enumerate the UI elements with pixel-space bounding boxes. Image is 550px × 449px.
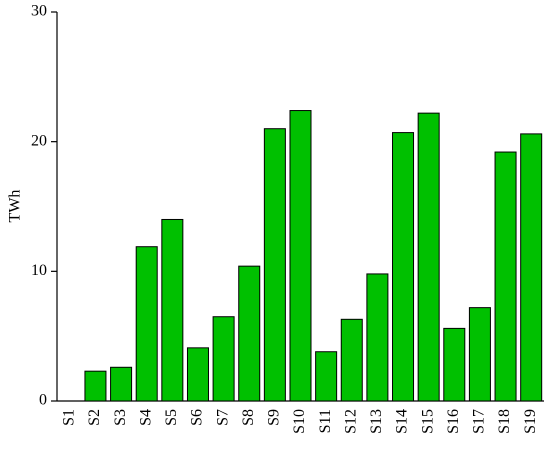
x-tick-label: S14	[394, 409, 411, 434]
x-tick-label: S8	[240, 409, 257, 426]
x-tick-label: S17	[471, 409, 488, 434]
x-tick-label: S11	[317, 409, 334, 433]
x-tick-label: S4	[137, 409, 154, 426]
x-tick-label: S15	[419, 409, 436, 434]
bar	[520, 133, 543, 402]
bar	[392, 132, 415, 402]
bar	[84, 370, 107, 402]
x-tick-label: S2	[86, 409, 103, 426]
bar	[417, 112, 440, 402]
x-tick-label: S10	[291, 409, 308, 434]
bar	[212, 316, 235, 402]
x-tick-label: S3	[112, 409, 129, 426]
y-tick-label: 20	[31, 132, 47, 149]
x-tick-label: S6	[189, 409, 206, 426]
bar	[289, 110, 312, 402]
y-tick-label: 30	[31, 3, 47, 20]
x-tick-label: S19	[522, 409, 539, 434]
bar	[315, 351, 338, 402]
bar	[135, 246, 158, 402]
y-axis-label: TWh	[7, 190, 24, 223]
bar	[366, 273, 389, 402]
bar	[238, 265, 261, 402]
bar	[340, 318, 363, 402]
bar	[263, 128, 286, 402]
x-tick-label: S18	[496, 409, 513, 434]
bar	[186, 347, 209, 402]
x-tick-label: S1	[60, 409, 77, 426]
bar	[443, 327, 466, 402]
x-tick-label: S7	[214, 409, 231, 426]
bar	[468, 307, 491, 402]
y-tick-label: 10	[31, 262, 47, 279]
x-tick-label: S5	[163, 409, 180, 426]
bar	[110, 366, 133, 402]
y-tick-label: 0	[39, 392, 47, 409]
x-tick-label: S9	[266, 409, 283, 426]
x-tick-label: S12	[342, 409, 359, 434]
bar	[494, 151, 517, 402]
x-tick-label: S16	[445, 409, 462, 434]
bar	[161, 218, 184, 402]
x-tick-label: S13	[368, 409, 385, 434]
